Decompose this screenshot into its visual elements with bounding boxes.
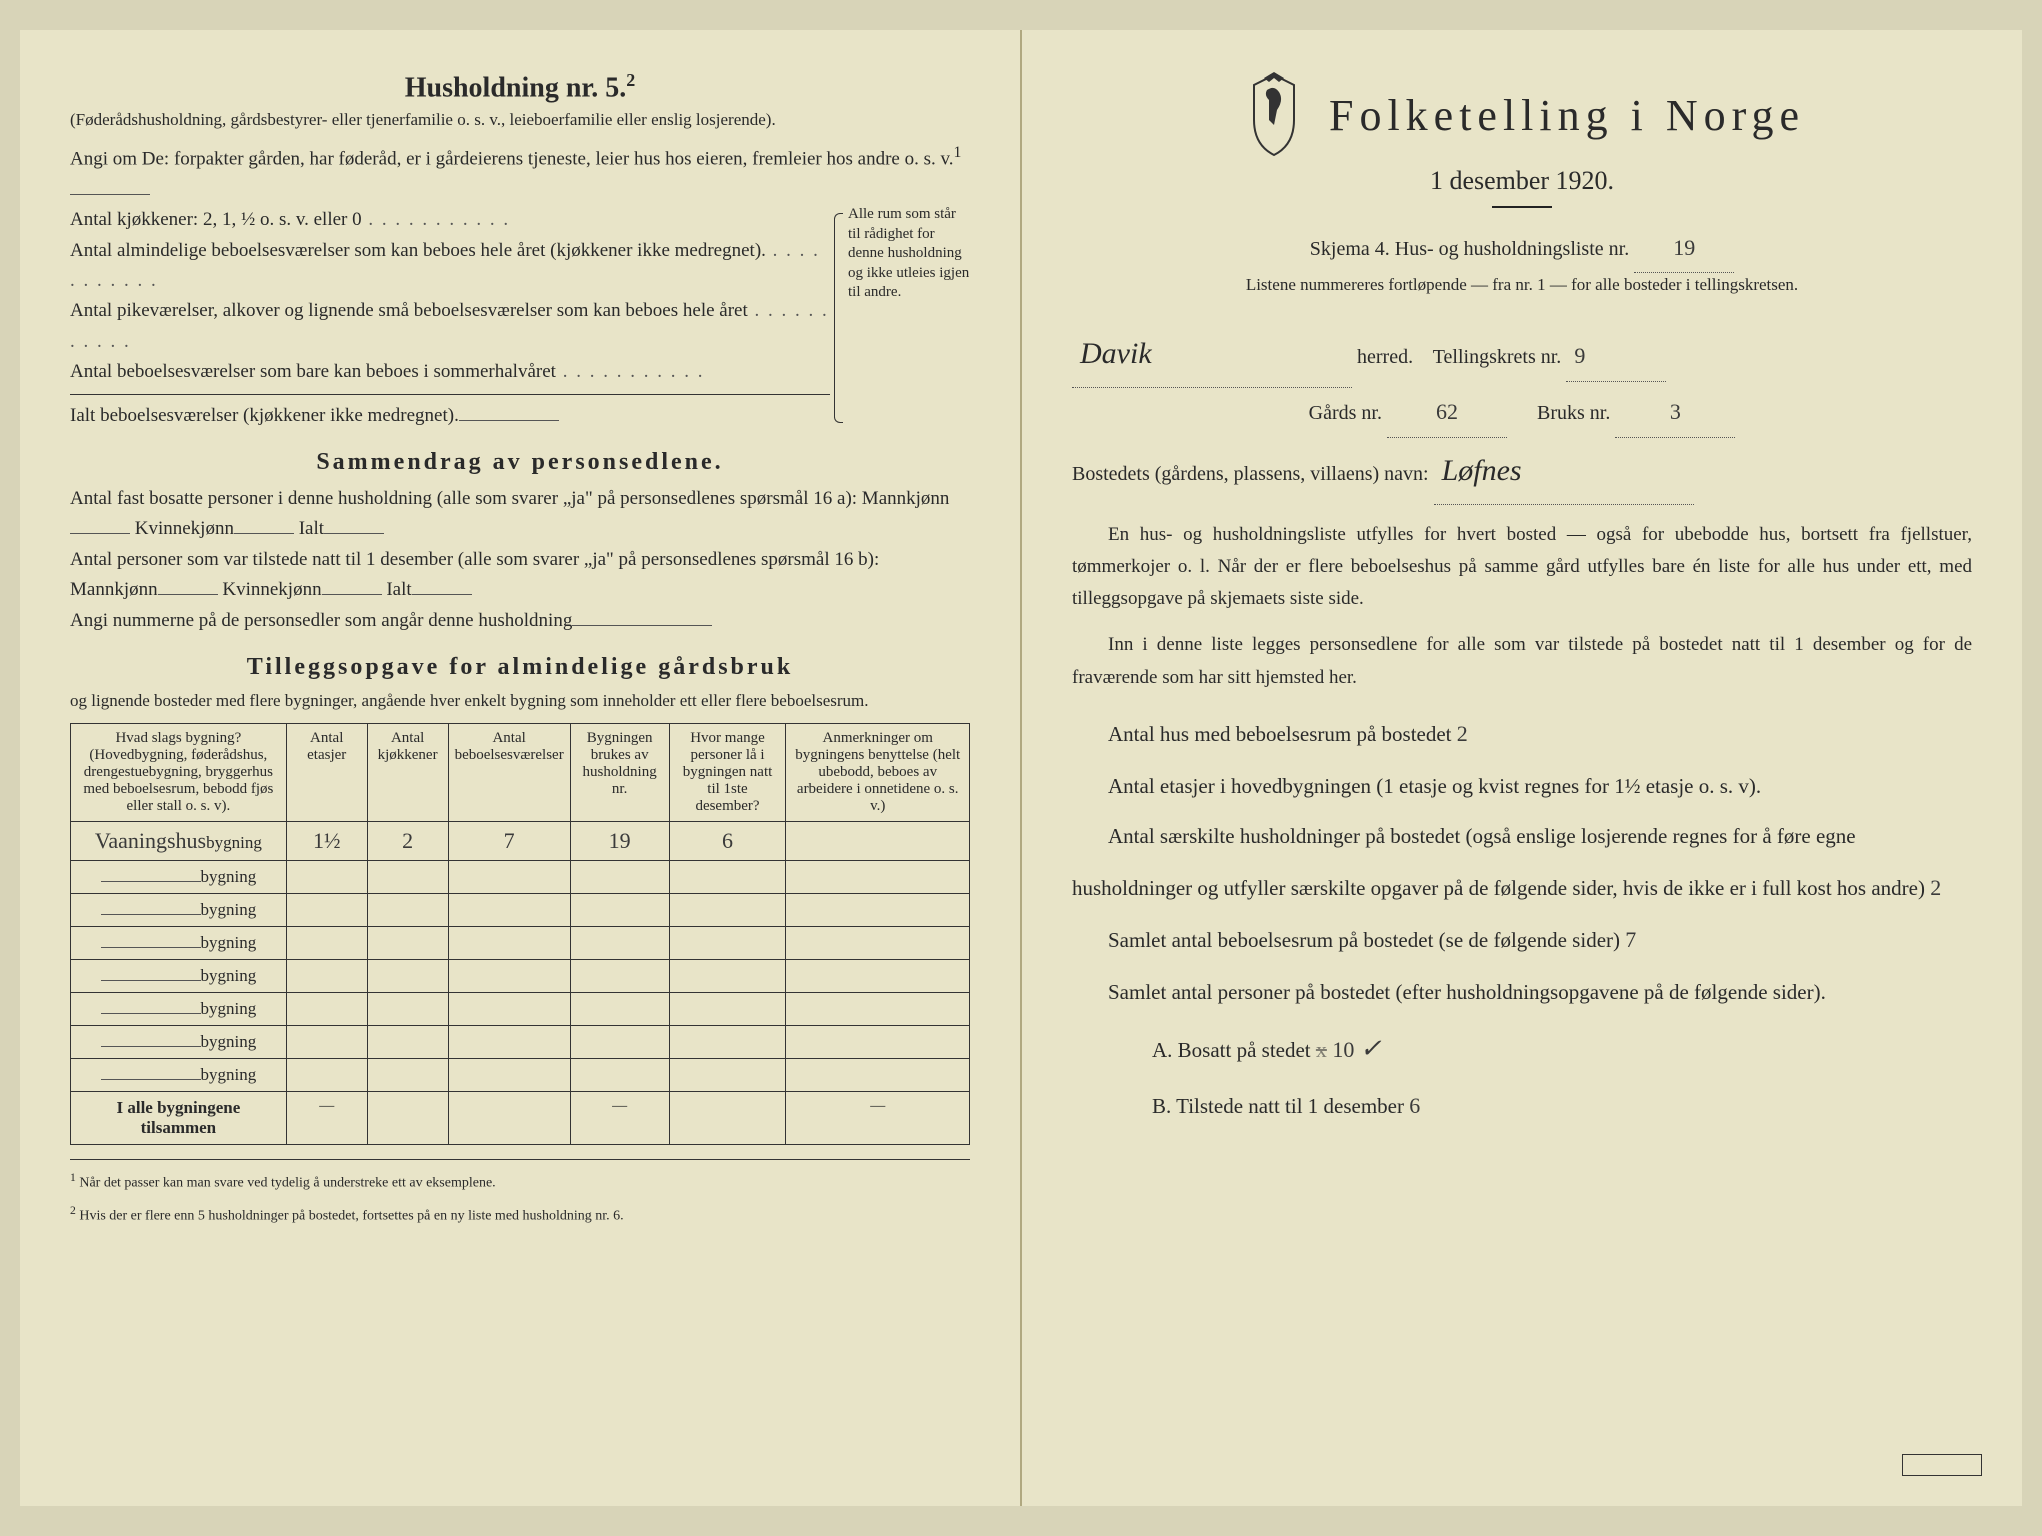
listene-note: Listene nummereres fortløpende — fra nr.…	[1072, 273, 1972, 297]
sammendrag-line-1: Antal fast bosatte personer i denne hush…	[70, 484, 970, 545]
tillegg-sub: og lignende bosteder med flere bygninger…	[70, 689, 970, 713]
gards-nr: 62	[1387, 388, 1507, 437]
brace-block: Antal kjøkkener: 2, 1, ½ o. s. v. eller …	[70, 205, 970, 431]
line-b: B. Tilstede natt til 1 desember 6	[1072, 1080, 1972, 1133]
th-6: Anmerkninger om bygningens benyttelse (h…	[786, 723, 970, 821]
skjema-nr: 19	[1634, 224, 1734, 273]
saerskilte-value: 2	[1930, 875, 1941, 900]
a-checkmark: ✓	[1360, 1034, 1382, 1063]
heading-text: Husholdning nr. 5.	[405, 72, 627, 103]
herred-value: Davik	[1072, 321, 1352, 388]
para-1: En hus- og husholdningsliste utfylles fo…	[1072, 519, 1972, 616]
right-page: Folketelling i Norge 1 desember 1920. Sk…	[1021, 30, 2022, 1506]
antal-hus-value: 2	[1457, 721, 1468, 746]
tillegg-table: Hvad slags bygning? (Hovedbygning, føder…	[70, 723, 970, 1145]
table-row: Vaaningshusbygning1½27196	[71, 821, 970, 860]
left-page: Husholdning nr. 5.2 (Føderådshusholdning…	[20, 30, 1021, 1506]
summary-block: Antal hus med beboelsesrum på bostedet 2…	[1072, 708, 1972, 1133]
brace-side-text: Alle rum som står til rådighet for denne…	[830, 205, 970, 431]
th-1: Antal etasjer	[286, 723, 367, 821]
subtitle: 1 desember 1920.	[1072, 166, 1972, 196]
footnote-2: 2 Hvis der er flere enn 5 husholdninger …	[70, 1203, 970, 1226]
brace-item-0: Antal almindelige beboelsesværelser som …	[70, 236, 830, 297]
crest-icon	[1239, 70, 1309, 160]
sammendrag-line-3: Angi nummerne på de personsedler som ang…	[70, 606, 970, 636]
line-samlet-pers: Samlet antal personer på bostedet (efter…	[1072, 967, 1972, 1017]
line-samlet-rum: Samlet antal beboelsesrum på bostedet (s…	[1072, 914, 1972, 967]
th-3: Antal beboelsesværelser	[448, 723, 570, 821]
gards-line: Gårds nr. 62 Bruks nr. 3	[1072, 388, 1972, 437]
angi-text: Angi om De: forpakter gården, har føderå…	[70, 148, 954, 169]
th-4: Bygningen brukes av husholdning nr.	[570, 723, 669, 821]
divider	[1492, 206, 1552, 208]
brace-item-2: Antal beboelsesværelser som bare kan beb…	[70, 357, 830, 387]
sub1: (Føderådshusholdning, gårdsbestyrer- ell…	[70, 108, 970, 132]
bosted-line: Bostedets (gårdens, plassens, villaens) …	[1072, 438, 1972, 505]
table-row: bygning	[71, 1025, 970, 1058]
table-row: bygning	[71, 959, 970, 992]
table-row: bygning	[71, 860, 970, 893]
samlet-rum-value: 7	[1625, 927, 1636, 952]
heading: Husholdning nr. 5.2	[70, 70, 970, 104]
bosted-value: Løfnes	[1434, 438, 1694, 505]
th-0: Hvad slags bygning? (Hovedbygning, føder…	[71, 723, 287, 821]
line-saerskilte: Antal særskilte husholdninger på bostede…	[1072, 811, 1972, 914]
a-value: 10	[1332, 1037, 1354, 1062]
para-2: Inn i denne liste legges personsedlene f…	[1072, 629, 1972, 694]
line-antal-hus: Antal hus med beboelsesrum på bostedet 2	[1072, 708, 1972, 761]
table-row: bygning	[71, 1058, 970, 1091]
table-total-row: I alle bygningene tilsammen———	[71, 1091, 970, 1144]
sammendrag-title: Sammendrag av personsedlene.	[70, 449, 970, 476]
tellingskrets-nr: 9	[1566, 332, 1666, 381]
antal-kjokkener: Antal kjøkkener: 2, 1, ½ o. s. v. eller …	[70, 205, 830, 235]
line-a: A. Bosatt på stedet x 10 ✓	[1072, 1018, 1972, 1080]
angi-line: Angi om De: forpakter gården, har føderå…	[70, 140, 970, 205]
main-title: Folketelling i Norge	[1329, 90, 1805, 141]
footnote-1: 1 Når det passer kan man svare ved tydel…	[70, 1170, 970, 1193]
brace-item-1: Antal pikeværelser, alkover og lignende …	[70, 296, 830, 357]
printer-mark	[1902, 1454, 1982, 1476]
skjema-line: Skjema 4. Hus- og husholdningsliste nr. …	[1072, 224, 1972, 273]
herred-line: Davik herred. Tellingskrets nr. 9	[1072, 321, 1972, 388]
brace-item-3: Ialt beboelsesværelser (kjøkkener ikke m…	[70, 401, 830, 431]
bruks-nr: 3	[1615, 388, 1735, 437]
tillegg-title: Tilleggsopgave for almindelige gårdsbruk	[70, 654, 970, 681]
table-row: bygning	[71, 992, 970, 1025]
title-block: Folketelling i Norge	[1072, 70, 1972, 160]
line-etasjer: Antal etasjer i hovedbygningen (1 etasje…	[1072, 761, 1972, 811]
th-5: Hvor mange personer lå i bygningen natt …	[669, 723, 786, 821]
b-value: 6	[1409, 1093, 1420, 1118]
sammendrag-line-2: Antal personer som var tilstede natt til…	[70, 545, 970, 606]
table-row: bygning	[71, 926, 970, 959]
th-2: Antal kjøkkener	[367, 723, 448, 821]
table-row: bygning	[71, 893, 970, 926]
heading-sup: 2	[626, 70, 635, 90]
